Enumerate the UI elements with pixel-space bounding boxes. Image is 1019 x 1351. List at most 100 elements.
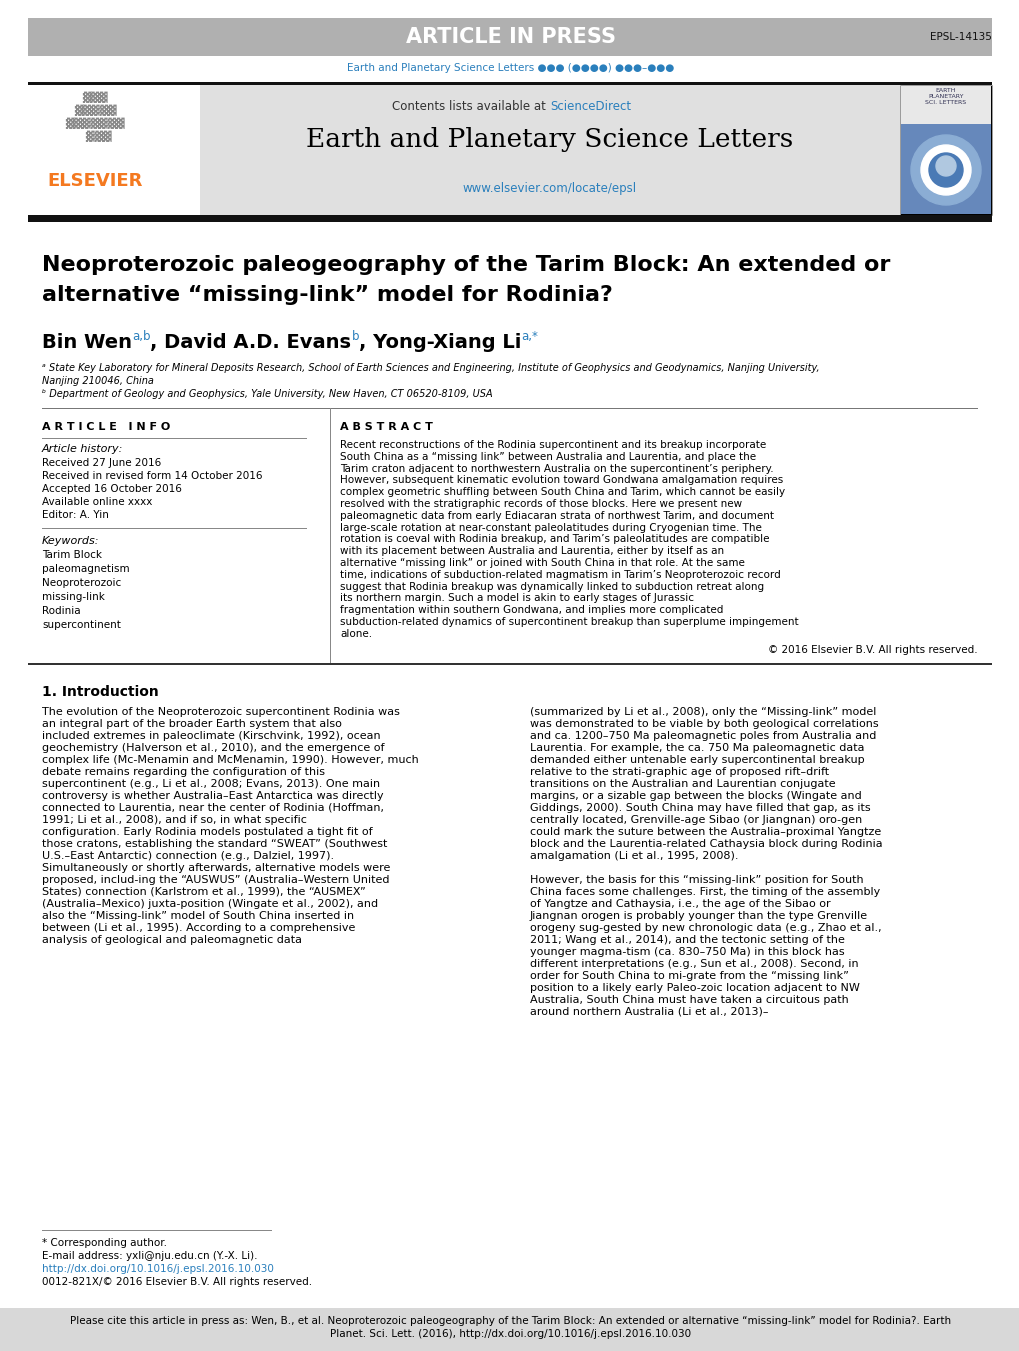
Text: Tarim Block: Tarim Block <box>42 550 102 561</box>
Bar <box>0 0 1019 18</box>
Text: subduction-related dynamics of supercontinent breakup than superplume impingemen: subduction-related dynamics of supercont… <box>339 617 798 627</box>
Text: Received in revised form 14 October 2016: Received in revised form 14 October 2016 <box>42 471 262 481</box>
Text: proposed, includ-ing the “AUSWUS” (Australia–Western United: proposed, includ-ing the “AUSWUS” (Austr… <box>42 874 389 885</box>
Text: Accepted 16 October 2016: Accepted 16 October 2016 <box>42 484 181 494</box>
Text: http://dx.doi.org/10.1016/j.epsl.2016.10.030: http://dx.doi.org/10.1016/j.epsl.2016.10… <box>42 1265 274 1274</box>
Text: connected to Laurentia, near the center of Rodinia (Hoffman,: connected to Laurentia, near the center … <box>42 802 383 812</box>
Circle shape <box>928 153 962 186</box>
Text: amalgamation (Li et al., 1995, 2008).: amalgamation (Li et al., 1995, 2008). <box>530 851 738 861</box>
Text: relative to the strati-graphic age of proposed rift–drift: relative to the strati-graphic age of pr… <box>530 766 828 777</box>
Text: resolved with the stratigraphic records of those blocks. Here we present new: resolved with the stratigraphic records … <box>339 499 742 509</box>
Text: missing-link: missing-link <box>42 592 105 603</box>
Text: younger magma-tism (ca. 830–750 Ma) in this block has: younger magma-tism (ca. 830–750 Ma) in t… <box>530 947 844 957</box>
Circle shape <box>920 145 970 195</box>
Text: Contents lists available at: Contents lists available at <box>392 100 549 113</box>
Text: centrally located, Grenville-age Sibao (or Jiangnan) oro-gen: centrally located, Grenville-age Sibao (… <box>530 815 861 824</box>
Text: A R T I C L E   I N F O: A R T I C L E I N F O <box>42 422 170 432</box>
Text: alone.: alone. <box>339 628 372 639</box>
Text: paleomagnetism: paleomagnetism <box>42 563 129 574</box>
Text: (Australia–Mexico) juxta-position (Wingate et al., 2002), and: (Australia–Mexico) juxta-position (Winga… <box>42 898 378 909</box>
Text: Neoproterozoic: Neoproterozoic <box>42 578 121 588</box>
Text: Simultaneously or shortly afterwards, alternative models were: Simultaneously or shortly afterwards, al… <box>42 862 390 873</box>
Bar <box>899 85 991 215</box>
Text: , Yong-Xiang Li: , Yong-Xiang Li <box>359 332 521 353</box>
Text: suggest that Rodinia breakup was dynamically linked to subduction retreat along: suggest that Rodinia breakup was dynamic… <box>339 581 763 592</box>
Text: a,*: a,* <box>521 330 538 343</box>
Text: Bin Wen: Bin Wen <box>42 332 131 353</box>
Text: EARTH
PLANETARY
SCI. LETTERS: EARTH PLANETARY SCI. LETTERS <box>924 88 966 105</box>
Text: Earth and Planetary Science Letters ●●● (●●●●) ●●●–●●●: Earth and Planetary Science Letters ●●● … <box>347 63 674 73</box>
Text: Australia, South China must have taken a circuitous path: Australia, South China must have taken a… <box>530 994 848 1005</box>
Text: States) connection (Karlstrom et al., 1999), the “AUSMEX”: States) connection (Karlstrom et al., 19… <box>42 886 366 897</box>
Text: U.S.–East Antarctic) connection (e.g., Dalziel, 1997).: U.S.–East Antarctic) connection (e.g., D… <box>42 851 334 861</box>
Text: www.elsevier.com/locate/epsl: www.elsevier.com/locate/epsl <box>463 182 637 195</box>
Text: configuration. Early Rodinia models postulated a tight fit of: configuration. Early Rodinia models post… <box>42 827 372 836</box>
Text: 0012-821X/© 2016 Elsevier B.V. All rights reserved.: 0012-821X/© 2016 Elsevier B.V. All right… <box>42 1277 312 1288</box>
Text: transitions on the Australian and Laurentian conjugate: transitions on the Australian and Lauren… <box>530 778 835 789</box>
Bar <box>0 1308 1019 1351</box>
Text: margins, or a sizable gap between the blocks (Wingate and: margins, or a sizable gap between the bl… <box>530 790 861 801</box>
Text: * Corresponding author.: * Corresponding author. <box>42 1238 167 1248</box>
Text: ScienceDirect: ScienceDirect <box>549 100 631 113</box>
Text: Laurentia. For example, the ca. 750 Ma paleomagnetic data: Laurentia. For example, the ca. 750 Ma p… <box>530 743 864 753</box>
Text: Planet. Sci. Lett. (2016), http://dx.doi.org/10.1016/j.epsl.2016.10.030: Planet. Sci. Lett. (2016), http://dx.doi… <box>330 1329 691 1339</box>
Bar <box>200 85 899 215</box>
Text: Keywords:: Keywords: <box>42 536 100 546</box>
Bar <box>35 86 190 177</box>
Text: and ca. 1200–750 Ma paleomagnetic poles from Australia and: and ca. 1200–750 Ma paleomagnetic poles … <box>530 731 875 740</box>
Text: was demonstrated to be viable by both geological correlations: was demonstrated to be viable by both ge… <box>530 719 877 728</box>
Bar <box>28 82 991 85</box>
Text: its northern margin. Such a model is akin to early stages of Jurassic: its northern margin. Such a model is aki… <box>339 593 693 604</box>
Text: between (Li et al., 1995). According to a comprehensive: between (Li et al., 1995). According to … <box>42 923 355 932</box>
Text: © 2016 Elsevier B.V. All rights reserved.: © 2016 Elsevier B.V. All rights reserved… <box>767 644 977 655</box>
Text: ᵇ Department of Geology and Geophysics, Yale University, New Haven, CT 06520-810: ᵇ Department of Geology and Geophysics, … <box>42 389 492 399</box>
Text: Please cite this article in press as: Wen, B., et al. Neoproterozoic paleogeogra: Please cite this article in press as: We… <box>70 1316 951 1325</box>
Text: demanded either untenable early supercontinental breakup: demanded either untenable early supercon… <box>530 755 864 765</box>
Bar <box>900 86 990 213</box>
Text: supercontinent (e.g., Li et al., 2008; Evans, 2013). One main: supercontinent (e.g., Li et al., 2008; E… <box>42 778 380 789</box>
Text: A B S T R A C T: A B S T R A C T <box>339 422 432 432</box>
Text: a,b: a,b <box>131 330 151 343</box>
Text: fragmentation within southern Gondwana, and implies more complicated: fragmentation within southern Gondwana, … <box>339 605 722 615</box>
Text: time, indications of subduction-related magmatism in Tarim’s Neoproterozoic reco: time, indications of subduction-related … <box>339 570 780 580</box>
Text: complex geometric shuffling between South China and Tarim, which cannot be easil: complex geometric shuffling between Sout… <box>339 488 785 497</box>
Text: rotation is coeval with Rodinia breakup, and Tarim’s paleolatitudes are compatib: rotation is coeval with Rodinia breakup,… <box>339 535 768 544</box>
Text: 1. Introduction: 1. Introduction <box>42 685 159 698</box>
Text: E-mail address: yxli@nju.edu.cn (Y.-X. Li).: E-mail address: yxli@nju.edu.cn (Y.-X. L… <box>42 1251 257 1260</box>
Bar <box>900 124 990 213</box>
Text: of Yangtze and Cathaysia, i.e., the age of the Sibao or: of Yangtze and Cathaysia, i.e., the age … <box>530 898 829 909</box>
Text: (summarized by Li et al., 2008), only the “Missing-link” model: (summarized by Li et al., 2008), only th… <box>530 707 875 716</box>
Text: EPSL-14135: EPSL-14135 <box>929 32 991 42</box>
Text: Earth and Planetary Science Letters: Earth and Planetary Science Letters <box>306 127 793 153</box>
Text: ARTICLE IN PRESS: ARTICLE IN PRESS <box>406 27 615 47</box>
Text: ELSEVIER: ELSEVIER <box>47 172 143 190</box>
Text: alternative “missing-link” model for Rodinia?: alternative “missing-link” model for Rod… <box>42 285 612 305</box>
Text: The evolution of the Neoproterozoic supercontinent Rodinia was: The evolution of the Neoproterozoic supe… <box>42 707 399 716</box>
Text: Rodinia: Rodinia <box>42 607 81 616</box>
Text: 1991; Li et al., 2008), and if so, in what specific: 1991; Li et al., 2008), and if so, in wh… <box>42 815 307 824</box>
Bar <box>28 662 991 665</box>
Text: Nanjing 210046, China: Nanjing 210046, China <box>42 376 154 386</box>
Text: Available online xxxx: Available online xxxx <box>42 497 152 507</box>
Text: South China as a “missing link” between Australia and Laurentia, and place the: South China as a “missing link” between … <box>339 451 755 462</box>
Text: orogeny sug-gested by new chronologic data (e.g., Zhao et al.,: orogeny sug-gested by new chronologic da… <box>530 923 880 932</box>
Text: included extremes in paleoclimate (Kirschvink, 1992), ocean: included extremes in paleoclimate (Kirsc… <box>42 731 380 740</box>
Text: However, the basis for this “missing-link” position for South: However, the basis for this “missing-lin… <box>530 874 863 885</box>
Text: 2011; Wang et al., 2014), and the tectonic setting of the: 2011; Wang et al., 2014), and the tecton… <box>530 935 844 944</box>
Text: also the “Missing-link” model of South China inserted in: also the “Missing-link” model of South C… <box>42 911 354 920</box>
Text: Jiangnan orogen is probably younger than the type Grenville: Jiangnan orogen is probably younger than… <box>530 911 867 920</box>
Circle shape <box>910 135 980 205</box>
Bar <box>900 86 990 124</box>
Text: could mark the suture between the Australia–proximal Yangtze: could mark the suture between the Austra… <box>530 827 880 836</box>
Text: around northern Australia (Li et al., 2013)–: around northern Australia (Li et al., 20… <box>530 1006 767 1016</box>
Text: ᵃ State Key Laboratory for Mineral Deposits Research, School of Earth Sciences a: ᵃ State Key Laboratory for Mineral Depos… <box>42 363 819 373</box>
Text: an integral part of the broader Earth system that also: an integral part of the broader Earth sy… <box>42 719 341 728</box>
Text: Giddings, 2000). South China may have filled that gap, as its: Giddings, 2000). South China may have fi… <box>530 802 870 812</box>
Text: analysis of geological and paleomagnetic data: analysis of geological and paleomagnetic… <box>42 935 302 944</box>
Text: controversy is whether Australia–East Antarctica was directly: controversy is whether Australia–East An… <box>42 790 383 801</box>
Text: Editor: A. Yin: Editor: A. Yin <box>42 509 109 520</box>
Text: block and the Laurentia-related Cathaysia block during Rodinia: block and the Laurentia-related Cathaysi… <box>530 839 881 848</box>
Text: However, subsequent kinematic evolution toward Gondwana amalgamation requires: However, subsequent kinematic evolution … <box>339 476 783 485</box>
Text: supercontinent: supercontinent <box>42 620 121 630</box>
Text: position to a likely early Paleo-zoic location adjacent to NW: position to a likely early Paleo-zoic lo… <box>530 982 859 993</box>
